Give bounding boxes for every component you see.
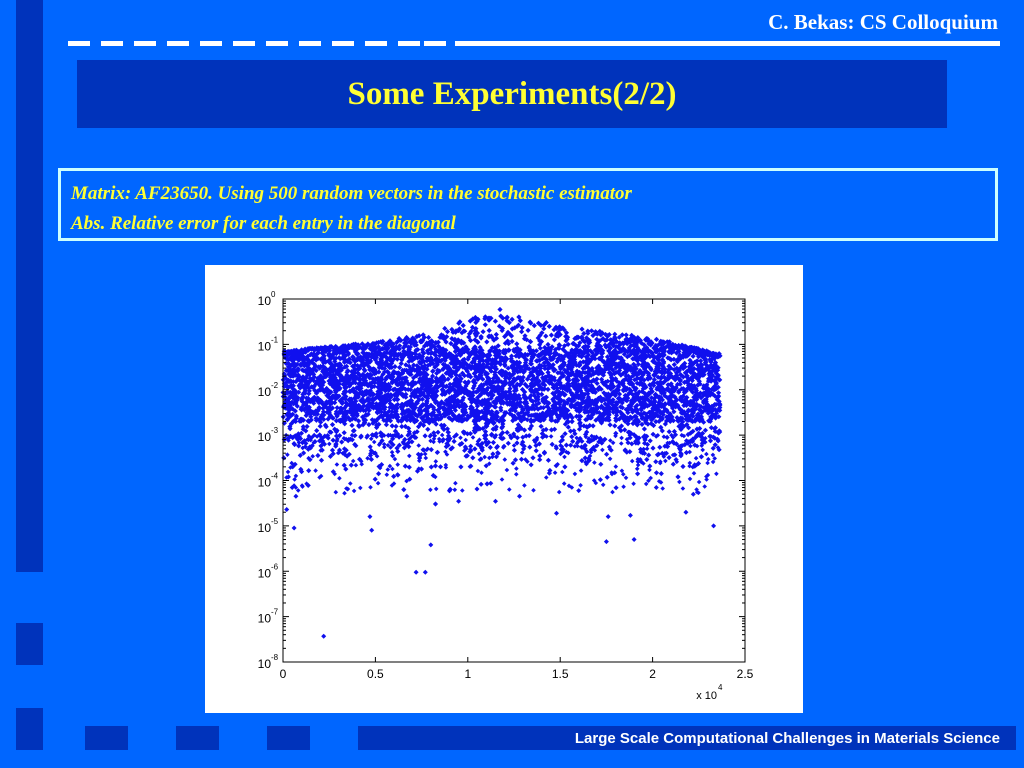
- slide-footer: Large Scale Computational Challenges in …: [574, 729, 1000, 747]
- scatter-plot: 0 0.5 1 1.5 2 2.510 010 -110 -210 -310 -410 -510 -61…: [258, 290, 754, 702]
- y-tick-exponent: -4: [271, 472, 279, 481]
- top-dash: [200, 41, 222, 46]
- y-tick-exponent: -6: [271, 562, 279, 571]
- y-tick-label: 10: [258, 566, 272, 580]
- top-dash: [266, 41, 288, 46]
- y-tick-exponent: -1: [271, 335, 279, 344]
- x-tick-label: 2: [649, 667, 656, 681]
- left-decor-block: [16, 708, 43, 750]
- top-dash: [365, 41, 387, 46]
- left-decor-block: [16, 623, 43, 665]
- bottom-decor-block: [267, 726, 310, 750]
- y-tick-exponent: -3: [271, 426, 279, 435]
- slide-title: Some Experiments(2/2): [347, 75, 677, 112]
- scatter-markers: [280, 306, 723, 639]
- top-dash: [134, 41, 156, 46]
- x-tick-label: 1.5: [552, 667, 569, 681]
- x-multiplier-label: x 10: [696, 690, 717, 702]
- plot-panel: 0 0.5 1 1.5 2 2.5 10 0 10 -1 10 -2 10 -3 10 -4 10 -5 10 -6 1…: [205, 265, 803, 713]
- caption-box: Matrix: AF23650. Using 500 random vector…: [58, 168, 998, 241]
- x-multiplier-exponent: 4: [718, 683, 723, 692]
- top-dash: [332, 41, 354, 46]
- x-tick-label: 1: [464, 667, 471, 681]
- title-box: Some Experiments(2/2): [77, 60, 947, 128]
- y-tick-label: 10: [258, 476, 272, 490]
- y-tick-exponent: -5: [271, 517, 279, 526]
- y-tick-exponent: -8: [271, 653, 279, 662]
- top-dash: [101, 41, 123, 46]
- top-dash: [299, 41, 321, 46]
- x-tick-label: 2.5: [737, 667, 754, 681]
- y-tick-exponent: -2: [271, 381, 279, 390]
- y-tick-label: 10: [258, 612, 272, 626]
- caption-line-2: Abs. Relative error for each entry in th…: [71, 213, 456, 234]
- caption-line-1: Matrix: AF23650. Using 500 random vector…: [71, 183, 632, 204]
- top-dash: [167, 41, 189, 46]
- y-tick-label: 10: [258, 657, 272, 671]
- y-tick-exponent: -7: [271, 608, 279, 617]
- top-dash: [233, 41, 255, 46]
- x-tick-label: 0.5: [367, 667, 384, 681]
- top-dash: [424, 41, 446, 46]
- top-dash: [68, 41, 90, 46]
- y-tick-label: 10: [258, 521, 272, 535]
- footer-bar: Large Scale Computational Challenges in …: [358, 726, 1016, 750]
- x-tick-label: 0: [280, 667, 287, 681]
- y-tick-label: 10: [258, 385, 272, 399]
- y-tick-exponent: 0: [271, 290, 276, 299]
- bottom-decor-block: [176, 726, 219, 750]
- y-tick-label: 10: [258, 339, 272, 353]
- y-tick-label: 10: [258, 294, 272, 308]
- bottom-decor-block: [85, 726, 128, 750]
- top-dash: [398, 41, 420, 46]
- top-rule: [455, 41, 1000, 46]
- slide-header: C. Bekas: CS Colloquium: [768, 10, 998, 34]
- y-tick-label: 10: [258, 430, 272, 444]
- scatter-points: [280, 306, 723, 639]
- left-decor-bar: [16, 0, 43, 572]
